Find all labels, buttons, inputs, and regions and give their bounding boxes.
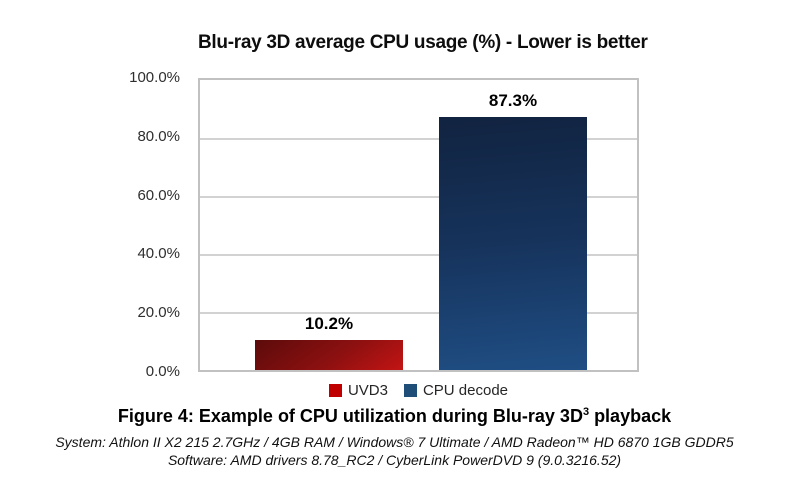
footnote-system: System: Athlon II X2 215 2.7GHz / 4GB RA… [55,434,734,450]
gridline-40pct [200,254,637,256]
footnote-software: Software: AMD drivers 8.78_RC2 / CyberLi… [167,452,622,468]
figure-caption-superscript: 3 [582,406,590,418]
y-axis-tick-label: 0.0% [145,363,180,380]
figure-caption-text: Figure 4: Example of CPU utilization dur… [117,406,583,426]
legend-swatch-uvd3 [328,384,342,397]
chart-legend: UVD3 CPU decode [198,382,639,399]
legend-label-uvd3: UVD3 [347,382,388,399]
y-axis-tick-label: 20.0% [137,304,180,321]
y-axis-tick-label: 100.0% [129,69,180,86]
value-label-cpu-decode: 87.3% [488,90,538,110]
y-axis: 100.0% 80.0% 60.0% 40.0% 20.0% 0.0% [96,0,188,400]
legend-label-cpu-decode: CPU decode [422,382,509,399]
bar-cpu-decode [439,116,587,370]
legend-item-cpu-decode: CPU decode [403,382,509,399]
gridline-60pct [200,196,637,198]
chart-title: Blu-ray 3D average CPU usage (%) - Lower… [198,32,648,53]
y-axis-tick-label: 80.0% [137,128,180,145]
value-label-uvd3: 10.2% [304,314,354,334]
y-axis-tick-label: 60.0% [137,187,180,204]
gridline-80pct [200,138,637,140]
gridline-20pct [200,312,637,314]
figure-caption-suffix: playback [589,406,672,426]
plot-area: 10.2% 87.3% [198,78,639,372]
bar-uvd3 [255,340,403,370]
legend-swatch-cpu-decode [403,384,417,397]
figure-caption: Figure 4: Example of CPU utilization dur… [0,406,789,427]
y-axis-tick-label: 40.0% [137,245,180,262]
legend-item-uvd3: UVD3 [328,382,388,399]
